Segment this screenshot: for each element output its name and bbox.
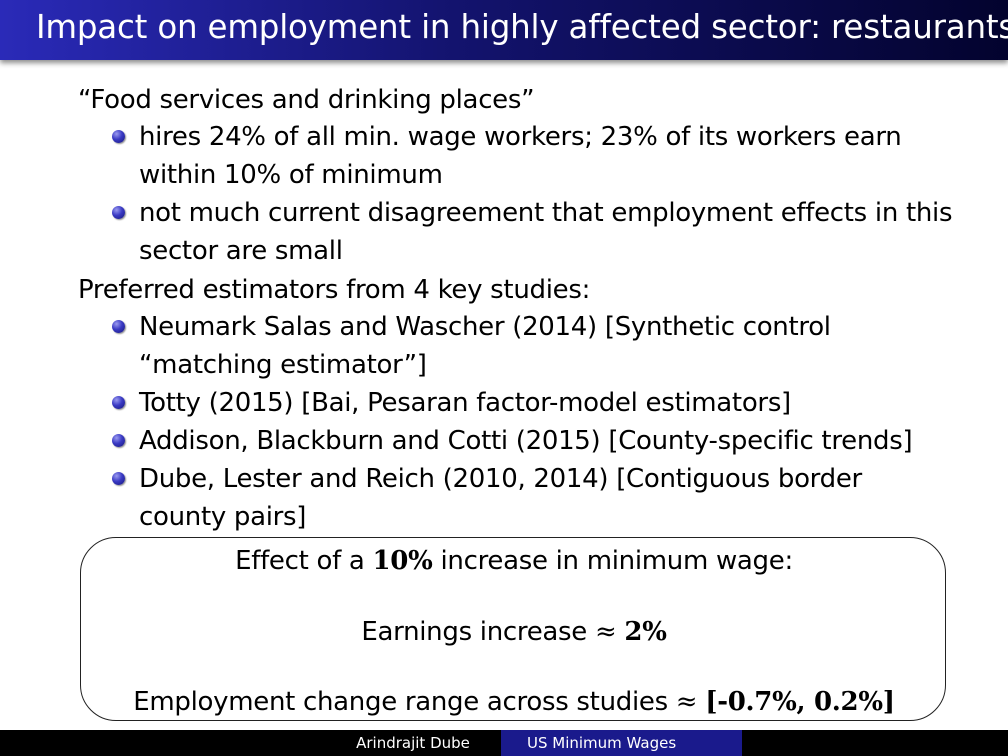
approx-symbol: ≈ <box>594 617 617 647</box>
bullet-icon <box>112 472 125 485</box>
summary-employment-value: [-0.7%, 0.2%] <box>705 687 895 717</box>
bullet-text-line: Dube, Lester and Reich (2010, 2014) [Con… <box>139 464 862 494</box>
bullet-text-line: not much current disagreement that emplo… <box>139 198 953 228</box>
section-heading-food-services: “Food services and drinking places” <box>78 85 535 115</box>
bullet-icon <box>112 206 125 219</box>
summary-effect-line: Effect of a 10% increase in minimum wage… <box>81 548 947 574</box>
bullet-text-line: Neumark Salas and Wascher (2014) [Synthe… <box>139 312 831 342</box>
footer-talk-title: US Minimum Wages <box>501 730 742 756</box>
summary-earnings-line: Earnings increase ≈ 2% <box>81 619 947 645</box>
bullet-icon <box>112 320 125 333</box>
bullet-text-line: “matching estimator”] <box>139 350 427 380</box>
summary-employment-line: Employment change range across studies ≈… <box>81 689 947 715</box>
bullet-icon <box>112 396 125 409</box>
bullet-text-line: Addison, Blackburn and Cotti (2015) [Cou… <box>139 426 913 456</box>
summary-earnings-value: 2% <box>624 617 667 647</box>
slide-title-bar: Impact on employment in highly affected … <box>0 0 1008 60</box>
approx-symbol: ≈ <box>675 687 698 717</box>
slide-title: Impact on employment in highly affected … <box>36 8 1008 46</box>
summary-effect-value: 10% <box>372 546 433 576</box>
bullet-icon <box>112 434 125 447</box>
bullet-text-line: within 10% of minimum <box>139 160 443 190</box>
slide-footer: Arindrajit Dube US Minimum Wages <box>0 730 1008 756</box>
summary-box: Effect of a 10% increase in minimum wage… <box>80 537 946 721</box>
summary-effect-prefix: Effect of a <box>235 546 373 576</box>
summary-effect-suffix: increase in minimum wage: <box>432 546 793 576</box>
section-heading-estimators: Preferred estimators from 4 key studies: <box>78 275 591 305</box>
bullet-icon <box>112 130 125 143</box>
bullet-text-line: Totty (2015) [Bai, Pesaran factor-model … <box>139 388 791 418</box>
bullet-text-line: hires 24% of all min. wage workers; 23% … <box>139 122 902 152</box>
summary-employment-prefix: Employment change range across studies <box>133 687 676 717</box>
bullet-text-line: sector are small <box>139 236 343 266</box>
bullet-text-line: county pairs] <box>139 502 307 532</box>
footer-author: Arindrajit Dube <box>325 730 501 756</box>
summary-earnings-prefix: Earnings increase <box>361 617 595 647</box>
